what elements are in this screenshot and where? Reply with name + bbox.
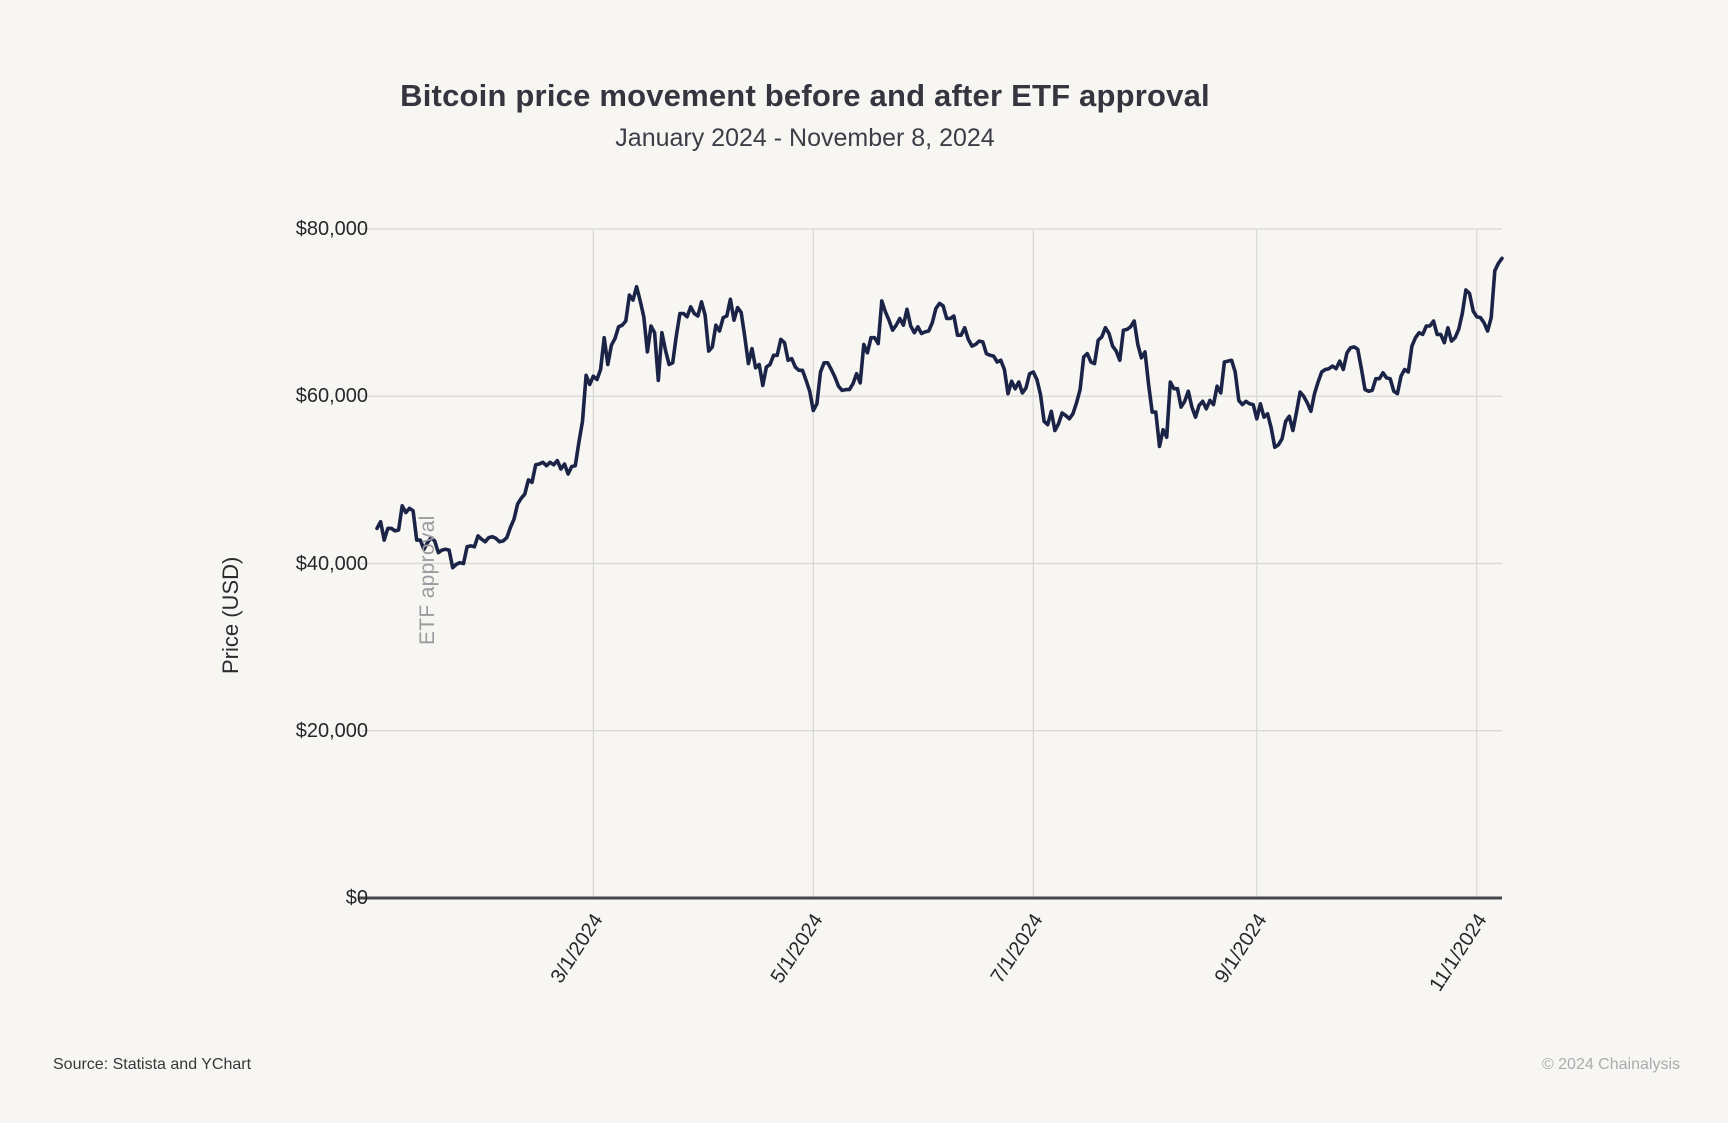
y-tick-label: $0 <box>345 887 368 909</box>
y-axis-title: Price (USD) <box>218 556 243 674</box>
source-note: Source: Statista and YChart <box>53 1056 252 1073</box>
price-line <box>375 256 1504 570</box>
y-tick-label: $60,000 <box>295 385 368 408</box>
chart-title: Bitcoin price movement before and after … <box>400 78 1210 113</box>
price-line-chart <box>359 228 1504 900</box>
y-tick-label: $40,000 <box>295 552 368 575</box>
copyright-note: © 2024 Chainalysis <box>1541 1056 1680 1073</box>
chart-subtitle: January 2024 - November 8, 2024 <box>615 124 995 152</box>
annotation-etf-approval: ETF approval <box>416 515 439 645</box>
y-tick-label: $80,000 <box>295 218 368 240</box>
y-tick-label: $20,000 <box>295 719 368 742</box>
